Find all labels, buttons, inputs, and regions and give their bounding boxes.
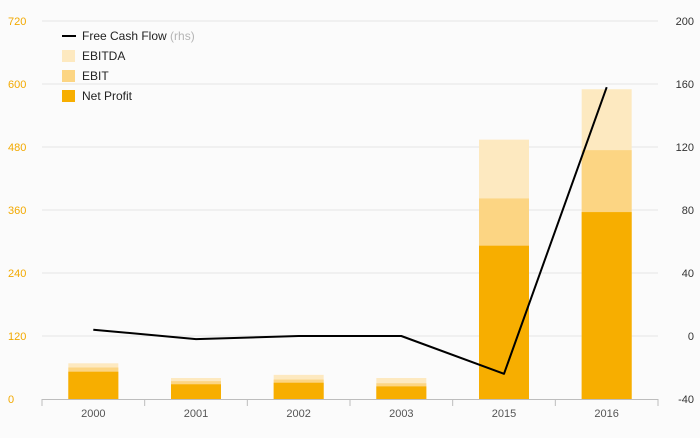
legend-label: EBIT [82,69,109,83]
y-left-tick-label: 120 [8,331,26,343]
legend-rhs-suffix: (rhs) [167,29,195,43]
y-right-tick-label: 80 [682,205,694,217]
bar-net-profit [273,382,324,399]
x-tick-label: 2002 [286,408,310,420]
gridlines [42,20,658,337]
bar-net-profit [376,386,427,399]
legend-swatch [62,50,75,62]
axes: 0 -40 120 0 240 40 360 80 480 120 600 160 720 200 2000… [8,16,694,420]
y-left-tick-label: 480 [8,142,26,154]
x-tick-label: 2016 [594,408,618,420]
y-left-tick-label: 0 [8,394,14,406]
bar-net-profit [68,371,119,399]
y-right-tick-label: 160 [676,79,694,91]
x-tick-label: 2003 [389,408,413,420]
y-right-tick-label: 40 [682,268,694,280]
y-left-tick-label: 240 [8,268,26,280]
legend-label: EBITDA [82,49,125,63]
y-left-tick-label: 360 [8,205,26,217]
y-right-tick-label: 120 [676,142,694,154]
y-right-tick-label: 0 [688,331,694,343]
legend: Free Cash Flow (rhs) EBITDA EBIT Net Profit [62,29,195,103]
legend-swatch [62,90,75,102]
free-cash-flow-line [93,86,608,375]
x-tick-label: 2015 [492,408,516,420]
y-left-tick-label: 720 [8,16,26,28]
bar-net-profit [171,384,221,399]
x-tick-label: 2000 [81,408,105,420]
legend-swatch [62,70,75,82]
bar-net-profit [581,212,632,399]
free-cash-flow-line-group [93,86,608,375]
x-tick-label: 2001 [184,408,208,420]
y-right-tick-label: -40 [678,394,694,406]
legend-label: Net Profit [82,89,133,103]
y-right-tick-label: 200 [676,16,694,28]
y-left-tick-label: 600 [8,79,26,91]
bars [68,89,632,399]
legend-label: Free Cash Flow (rhs) [82,29,195,43]
